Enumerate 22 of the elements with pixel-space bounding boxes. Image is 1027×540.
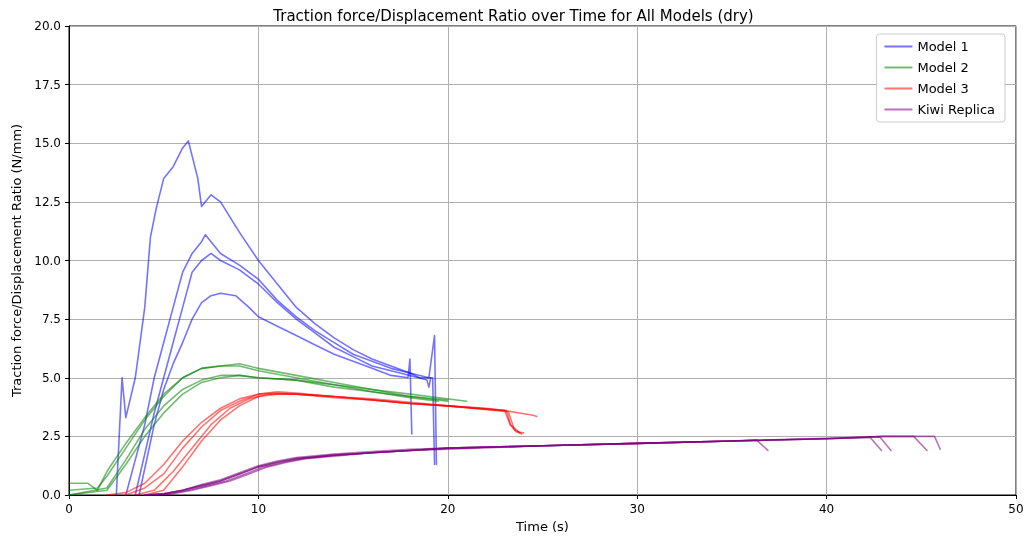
y-tick-label: 17.5: [34, 77, 61, 92]
legend-label: Model 1: [917, 39, 969, 54]
legend-label: Model 3: [917, 81, 969, 96]
y-axis-title: Traction force/Displacement Ratio (N/mm): [9, 123, 24, 399]
x-tick-label: 10: [250, 502, 267, 516]
legend-label: Model 2: [917, 60, 969, 75]
legend-label: Kiwi Replica: [917, 102, 996, 117]
x-tick-label: 20: [440, 502, 456, 516]
y-tick-label: 5.0: [41, 370, 61, 385]
y-tick-label: 10.0: [34, 253, 61, 268]
x-axis-title: Time (s): [515, 518, 569, 534]
x-tick-label: 30: [629, 502, 645, 516]
y-tick-label: 20.0: [34, 19, 61, 33]
chart-title: Traction force/Displacement Ratio over Time for All Models (dry): [272, 6, 754, 25]
y-tick-label: 12.5: [34, 194, 61, 209]
x-tick-label: 0: [65, 502, 73, 516]
y-tick-label: 0.0: [41, 488, 61, 502]
x-tick-label: 50: [1008, 502, 1024, 516]
y-tick-label: 15.0: [34, 136, 61, 151]
y-tick-label: 7.5: [41, 312, 61, 327]
x-tick-label: 40: [818, 502, 835, 516]
y-tick-label: 2.5: [41, 429, 61, 444]
